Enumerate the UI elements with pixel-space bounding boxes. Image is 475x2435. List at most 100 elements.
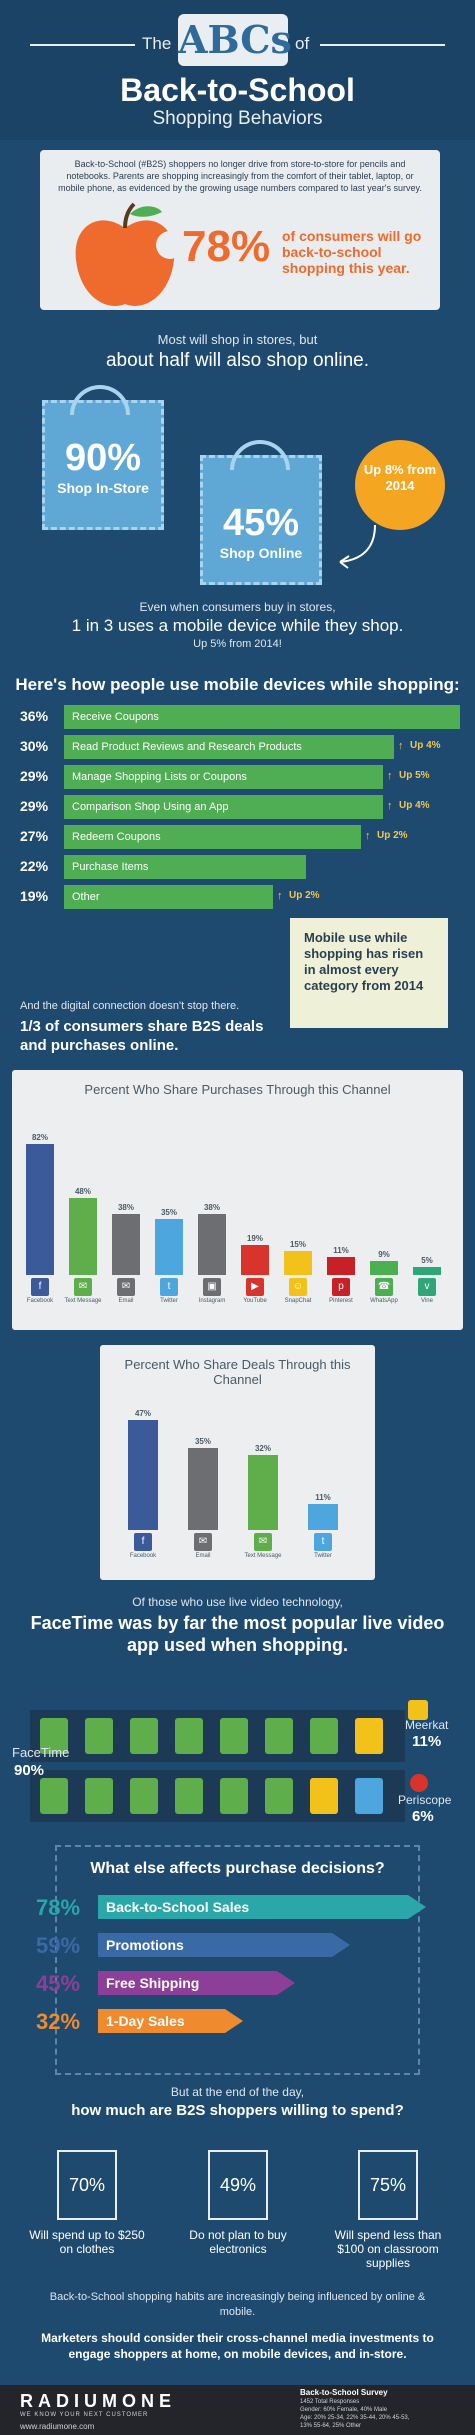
mobile-use-bar: Comparison Shop Using an App bbox=[64, 795, 383, 819]
mobile-use-row: 19% Other ↑ Up 2% bbox=[20, 885, 460, 909]
facetime-label: FaceTime bbox=[12, 1745, 70, 1760]
mobile-line1: Even when consumers buy in stores, bbox=[139, 600, 336, 614]
mobile-use-pct: 27% bbox=[20, 828, 49, 844]
page-title: Back-to-School bbox=[120, 72, 355, 108]
up-arrow-icon: ↑ bbox=[365, 830, 371, 842]
radiumone-logo: RADIUMONE bbox=[20, 2391, 176, 2411]
mobile-use-pct: 29% bbox=[20, 768, 49, 784]
online-label: Shop Online bbox=[219, 545, 303, 561]
pencil-bar: 1-Day Sales bbox=[98, 2009, 225, 2033]
pencil-bar: Free Shipping bbox=[98, 1971, 277, 1995]
chart-bar bbox=[128, 1420, 158, 1530]
film-frame bbox=[220, 1778, 248, 1814]
film-frame bbox=[310, 1718, 338, 1754]
pencil-pct: 32% bbox=[36, 2009, 81, 2034]
chart-bar bbox=[188, 1448, 218, 1530]
instagram-icon: ▣ bbox=[203, 1278, 221, 1296]
bar-category-label: Twitter bbox=[160, 1298, 178, 1304]
header-rule-left bbox=[30, 44, 135, 46]
whatsapp-icon: ☎ bbox=[375, 1278, 393, 1296]
online-line2: about half will also shop online. bbox=[105, 350, 369, 371]
chart-bar bbox=[284, 1251, 312, 1275]
pencil-tip-icon bbox=[408, 1895, 426, 1919]
survey-title: Back-to-School Survey bbox=[300, 2388, 388, 2397]
chart1-title: Percent Who Share Purchases Through this… bbox=[84, 1082, 391, 1097]
page-subtitle: Shopping Behaviors bbox=[152, 108, 323, 129]
decisions-frame bbox=[55, 1845, 420, 2075]
up-arrow-icon: ↑ bbox=[387, 800, 393, 812]
bar-category-label: WhatsApp bbox=[370, 1298, 398, 1304]
meerkat-label: Meerkat bbox=[405, 1718, 449, 1732]
twitter-icon: t bbox=[160, 1278, 178, 1296]
mobile-use-bar: Receive Coupons bbox=[64, 705, 460, 729]
laptop-icon: 49% bbox=[208, 2150, 268, 2220]
bar-category-label: Facebook bbox=[26, 1298, 54, 1304]
pinterest-icon: p bbox=[332, 1278, 350, 1296]
mobile-use-up: Up 4% bbox=[399, 800, 430, 811]
chart-bar bbox=[327, 1257, 355, 1275]
meerkat-pct: 11% bbox=[412, 1733, 442, 1750]
apple-icon bbox=[75, 202, 180, 306]
chart-bar bbox=[370, 1261, 398, 1275]
facebook-icon: f bbox=[31, 1278, 49, 1296]
mobile-line2: 1 in 3 uses a mobile device while they s… bbox=[71, 616, 404, 635]
film-frame bbox=[40, 1778, 68, 1814]
film-frame bbox=[355, 1778, 383, 1814]
chart-bar bbox=[198, 1214, 226, 1275]
periscope-pct: 6% bbox=[412, 1808, 434, 1825]
film-frame bbox=[175, 1718, 203, 1754]
chart-bar bbox=[69, 1198, 97, 1275]
mobile-line3: Up 5% from 2014! bbox=[193, 638, 282, 650]
mobile-use-row: 29% Manage Shopping Lists or Coupons ↑ Up 5… bbox=[20, 765, 460, 789]
bar-value-label: 11% bbox=[333, 1246, 349, 1255]
mobile-use-pct: 22% bbox=[20, 858, 49, 874]
footer-url[interactable]: www.radiumone.com bbox=[20, 2422, 95, 2431]
spend-line1: But at the end of the day, bbox=[170, 2085, 305, 2099]
mobile-use-up: Up 5% bbox=[399, 770, 430, 781]
mobile-use-pct: 19% bbox=[20, 888, 49, 904]
mobile-use-bar: Other bbox=[64, 885, 273, 909]
bag-online: 45% Shop Online bbox=[200, 455, 322, 585]
film-strip-bottom bbox=[30, 1770, 405, 1822]
survey-meta-4: 13% 55-64, 25% Other bbox=[300, 2423, 362, 2429]
header-of: of bbox=[295, 34, 310, 53]
survey-meta-1: 1452 Total Responses bbox=[300, 2399, 360, 2405]
mobile-use-up: Up 2% bbox=[289, 890, 320, 901]
spend-supplies-text: Will spend less than $100 on classroom s… bbox=[334, 2228, 442, 2270]
bar-category-label: Vine bbox=[421, 1298, 433, 1304]
chart-bar bbox=[413, 1267, 441, 1275]
bar-value-label: 38% bbox=[117, 1203, 134, 1212]
bar-category-label: Instagram bbox=[198, 1298, 226, 1304]
film-frame bbox=[85, 1718, 113, 1754]
intro-text: Back-to-School (#B2S) shoppers no longer… bbox=[58, 159, 422, 193]
bar-value-label: 19% bbox=[246, 1234, 263, 1243]
up-arrow-icon: ↑ bbox=[277, 890, 283, 902]
chart-bar bbox=[26, 1144, 54, 1275]
video-line1: Of those who use live video technology, bbox=[132, 1595, 343, 1609]
periscope-label: Periscope bbox=[398, 1793, 452, 1807]
mobile-use-row: 36% Receive Coupons bbox=[20, 705, 460, 729]
film-frame bbox=[130, 1718, 158, 1754]
periscope-icon bbox=[410, 1774, 428, 1792]
film-frame bbox=[220, 1718, 248, 1754]
header-rule-right bbox=[320, 44, 445, 46]
mobile-use-row: 22% Purchase Items bbox=[20, 855, 460, 879]
film-frame bbox=[85, 1778, 113, 1814]
up-arrow-icon: ↑ bbox=[398, 740, 404, 752]
bag-handle-1 bbox=[70, 385, 130, 415]
bar-value-label: 48% bbox=[74, 1187, 91, 1196]
pencil-pct: 45% bbox=[36, 1971, 81, 1996]
spend-electronics-text: Do not plan to buy electronics bbox=[189, 2228, 287, 2256]
spend-line2: how much are B2S shoppers willing to spe… bbox=[71, 2102, 404, 2119]
snapchat-icon: ☺ bbox=[289, 1278, 307, 1296]
bar-category-label: Pinterest bbox=[329, 1298, 353, 1304]
email-icon: ✉ bbox=[117, 1278, 135, 1296]
film-frame bbox=[130, 1778, 158, 1814]
film-frame bbox=[175, 1778, 203, 1814]
bar-category-label: Email bbox=[195, 1553, 211, 1559]
mobile-use-bar: Redeem Coupons bbox=[64, 825, 361, 849]
twitter-icon: t bbox=[314, 1533, 332, 1551]
mobile-use-bar: Read Product Reviews and Research Produc… bbox=[64, 735, 394, 759]
share-deals-chart: Percent Who Share Deals Through this Cha… bbox=[100, 1345, 375, 1580]
bar-category-label: SnapChat bbox=[284, 1298, 312, 1304]
